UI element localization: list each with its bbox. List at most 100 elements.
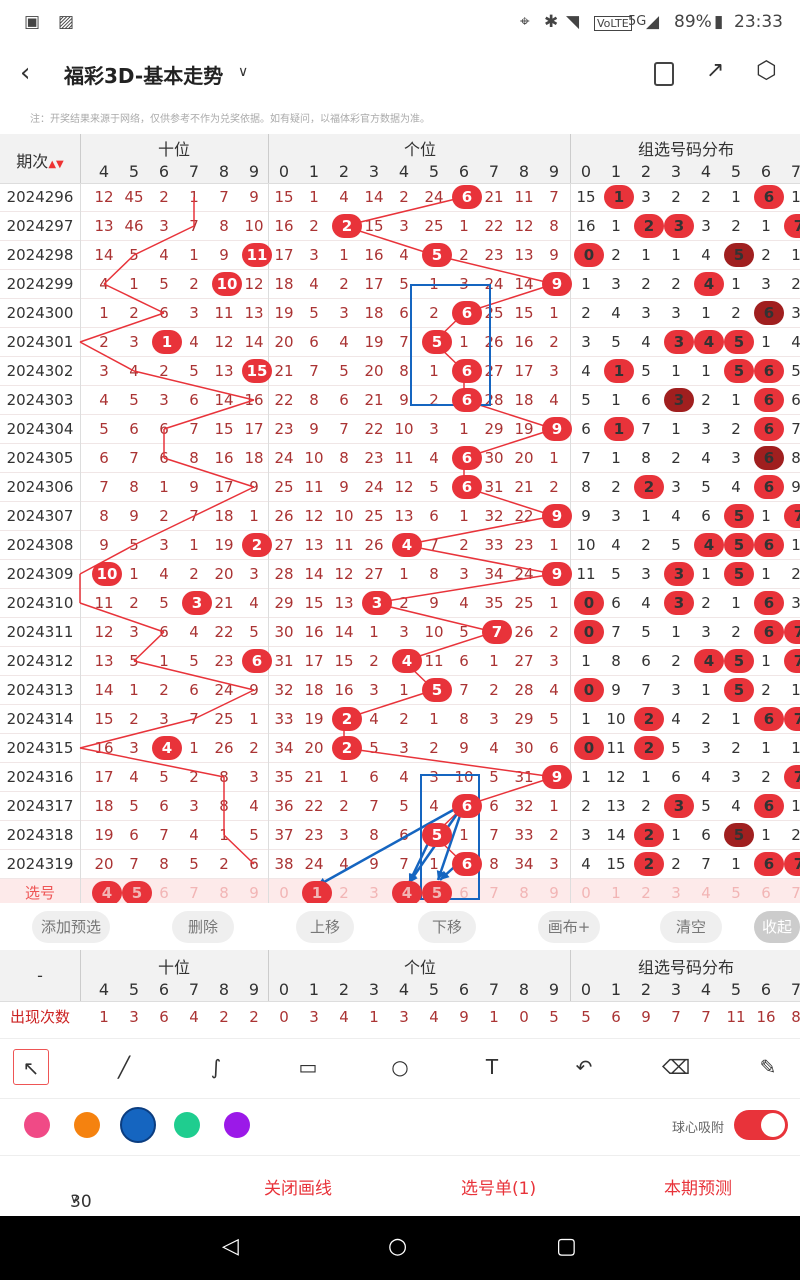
units-cell: 8 — [309, 391, 319, 409]
selected-ball[interactable]: 5 — [122, 881, 152, 903]
units-cell: 1 — [429, 362, 439, 380]
tens-cell: 2 — [129, 710, 139, 728]
clear-brush-icon[interactable]: ✎ — [759, 1055, 777, 1079]
select-list-button[interactable]: 选号单(1) — [461, 1179, 537, 1199]
predict-button[interactable]: 本期预测 — [664, 1179, 732, 1199]
units-cell: 18 — [514, 391, 534, 409]
tens-cell: 25 — [214, 710, 234, 728]
dist-ball: 6 — [754, 417, 784, 441]
units-cell: 7 — [549, 188, 559, 206]
period-cell: 2024318 — [6, 826, 74, 844]
select-digit[interactable]: 7 — [791, 884, 800, 902]
selected-ball[interactable]: 4 — [92, 881, 122, 903]
select-digit[interactable]: 4 — [701, 884, 711, 902]
units-cell: 21 — [304, 768, 324, 786]
close-lines-button[interactable]: 关闭画线 — [264, 1179, 332, 1199]
units-cell: 3 — [429, 768, 439, 786]
selected-ball[interactable]: 1 — [302, 881, 332, 903]
undo-icon[interactable]: ↶ — [575, 1055, 593, 1079]
dist-cell: 1 — [791, 188, 800, 206]
selected-ball[interactable]: 5 — [422, 881, 452, 903]
snap-toggle[interactable] — [734, 1110, 788, 1140]
select-digit[interactable]: 2 — [641, 884, 651, 902]
select-digit[interactable]: 3 — [671, 884, 681, 902]
units-cell: 3 — [459, 275, 469, 293]
select-digit[interactable]: 9 — [249, 884, 259, 902]
color-swatch[interactable] — [120, 1107, 156, 1143]
summary-dist-header: 组选号码分布 — [637, 958, 734, 977]
rect-tool-icon[interactable]: ▭ — [298, 1055, 318, 1079]
circle-tool-icon[interactable]: ○ — [391, 1055, 409, 1079]
color-swatch[interactable] — [24, 1112, 50, 1138]
select-digit[interactable]: 6 — [459, 884, 469, 902]
select-digit[interactable]: 0 — [581, 884, 591, 902]
select-digit[interactable]: 2 — [339, 884, 349, 902]
period-header[interactable]: 期次▲▼ — [16, 152, 64, 171]
dist-cell: 2 — [701, 188, 711, 206]
units-cell: 38 — [274, 855, 294, 873]
select-digit[interactable]: 8 — [519, 884, 529, 902]
select-digit[interactable]: 7 — [489, 884, 499, 902]
recents-nav-icon[interactable]: ▢ — [556, 1234, 577, 1259]
tens-cell: 10 — [244, 217, 264, 235]
units-cell: 24 — [424, 188, 444, 206]
select-digit[interactable]: 9 — [549, 884, 559, 902]
device-icon[interactable] — [654, 62, 674, 86]
collapse-button[interactable]: 收起 — [754, 911, 800, 943]
canvas-plus-button[interactable]: 画布+ — [538, 911, 600, 943]
color-swatch[interactable] — [74, 1112, 100, 1138]
arrow-tool-icon[interactable]: ↖ — [13, 1049, 49, 1085]
add-preselect-button[interactable]: 添加预选 — [32, 911, 110, 943]
volte-badge: VoLTE — [594, 16, 632, 31]
select-digit[interactable]: 6 — [761, 884, 771, 902]
clear-button[interactable]: 清空 — [660, 911, 722, 943]
select-digit[interactable]: 5 — [731, 884, 741, 902]
tens-cell: 2 — [189, 275, 199, 293]
delete-button[interactable]: 删除 — [172, 911, 234, 943]
select-digit[interactable]: 1 — [611, 884, 621, 902]
tens-cell: 17 — [214, 478, 234, 496]
curve-tool-icon[interactable]: ∫ — [210, 1055, 222, 1079]
color-swatch[interactable] — [224, 1112, 250, 1138]
text-tool-icon[interactable]: T — [485, 1055, 499, 1079]
chevron-down-icon[interactable]: ∨ — [238, 64, 249, 80]
units-cell: 30 — [514, 739, 534, 757]
home-nav-icon[interactable]: ○ — [388, 1234, 408, 1259]
period-cell: 2024309 — [6, 565, 74, 583]
units-cell: 1 — [429, 710, 439, 728]
dist-ball: 6 — [754, 388, 784, 412]
page-title[interactable]: 福彩3D-基本走势 — [64, 64, 224, 88]
dist-cell: 1 — [671, 420, 681, 438]
dist-ball: 0 — [574, 591, 604, 615]
dist-cell: 8 — [791, 449, 800, 467]
eraser-icon[interactable]: ⌫ — [661, 1055, 691, 1079]
back-nav-icon[interactable]: ◁ — [222, 1234, 239, 1259]
dist-cell: 3 — [641, 188, 651, 206]
units-cell: 22 — [484, 217, 504, 235]
back-icon[interactable]: ‹ — [20, 58, 31, 88]
select-digit[interactable]: 6 — [159, 884, 169, 902]
tens-cell: 45 — [124, 188, 144, 206]
share-icon[interactable]: ↗ — [706, 58, 725, 83]
dist-cell: 1 — [761, 739, 771, 757]
line-tool-icon[interactable]: ╱ — [117, 1055, 131, 1079]
select-digit[interactable]: 8 — [219, 884, 229, 902]
select-digit[interactable]: 0 — [279, 884, 289, 902]
move-down-button[interactable]: 下移 — [418, 911, 476, 943]
move-up-button[interactable]: 上移 — [296, 911, 354, 943]
select-digit[interactable]: 3 — [369, 884, 379, 902]
table-row: 2024307 8 9 2 7 18 1 26 12 10 25 13 6 1 32 22 9 9 3 1 4 6 5 1 7 — [0, 502, 800, 531]
select-digit[interactable]: 7 — [189, 884, 199, 902]
dist-cell: 4 — [701, 449, 711, 467]
units-cell: 2 — [339, 275, 349, 293]
summary-digit: 9 — [248, 980, 260, 999]
bottom-bar: 30期 ∨ 关闭画线 选号单(1) 本期预测 — [0, 1155, 800, 1237]
selected-ball[interactable]: 4 — [392, 881, 422, 903]
dist-ball: 0 — [574, 620, 604, 644]
units-cell: 3 — [339, 304, 349, 322]
color-swatch[interactable] — [174, 1112, 200, 1138]
dist-cell: 3 — [581, 333, 591, 351]
settings-icon[interactable]: ⬡ — [756, 56, 777, 84]
dist-ball: 7 — [784, 649, 800, 673]
units-cell: 3 — [399, 217, 409, 235]
